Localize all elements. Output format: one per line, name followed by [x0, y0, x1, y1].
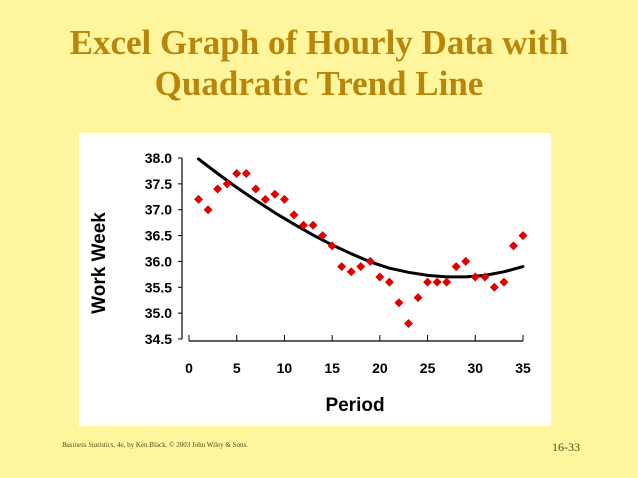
- quadratic-trend-line: [197, 157, 525, 279]
- data-points: [194, 169, 528, 328]
- y-tick-label: 37.0: [145, 202, 172, 218]
- x-tick-label: 0: [185, 360, 193, 376]
- data-point-diamond: [489, 282, 499, 292]
- y-tick-label: 35.5: [145, 279, 172, 295]
- data-point-diamond: [470, 272, 480, 282]
- data-point-diamond: [375, 272, 385, 282]
- x-tick-label: 20: [372, 360, 388, 376]
- x-axis-label: Period: [325, 395, 384, 416]
- chart-panel: 38.0 37.5 37.0 36.5 36.0 35.5 35.0 34.5 0 5 10 15 20…: [79, 133, 551, 426]
- data-point-diamond: [318, 231, 328, 241]
- data-point-diamond: [279, 194, 289, 204]
- x-tick-label: 15: [324, 360, 340, 376]
- data-point-diamond: [299, 220, 309, 230]
- data-point-diamond: [413, 293, 423, 303]
- data-point-diamond: [499, 277, 509, 287]
- data-point-diamond: [337, 262, 347, 272]
- chart-axes: 38.0 37.5 37.0 36.5 36.0 35.5 35.0 34.5 0 5 10 15 20…: [145, 150, 531, 376]
- data-point-diamond: [423, 277, 433, 287]
- y-tick-label: 36.5: [145, 228, 172, 244]
- data-point-diamond: [508, 241, 518, 251]
- data-point-diamond: [213, 184, 223, 194]
- data-point-diamond: [432, 277, 442, 287]
- slide-title-line2: Quadratic Trend Line: [154, 64, 484, 103]
- slide-title: Excel Graph of Hourly Data with Quadrati…: [0, 22, 638, 104]
- x-tick-label: 10: [277, 360, 293, 376]
- data-point-diamond: [346, 267, 356, 277]
- data-point-diamond: [203, 205, 213, 215]
- slide-number: 16-33: [552, 440, 580, 454]
- x-tick-label: 35: [515, 360, 531, 376]
- data-point-diamond: [260, 194, 270, 204]
- data-point-diamond: [461, 256, 471, 266]
- y-tick-label: 37.5: [145, 176, 172, 192]
- data-point-diamond: [394, 298, 404, 308]
- data-point-diamond: [384, 277, 394, 287]
- x-tick-label: 30: [467, 360, 483, 376]
- footer-book-title: Business Statistics: [62, 441, 114, 449]
- y-tick-label: 36.0: [145, 253, 172, 269]
- footer-citation: Business Statistics, 4e, by Ken Black. ©…: [62, 441, 248, 449]
- data-point-diamond: [403, 318, 413, 328]
- data-point-diamond: [289, 210, 299, 220]
- data-point-diamond: [442, 277, 452, 287]
- data-point-diamond: [451, 262, 461, 272]
- data-point-diamond: [356, 262, 366, 272]
- data-point-diamond: [251, 184, 261, 194]
- data-point-diamond: [270, 189, 280, 199]
- y-tick-label: 38.0: [145, 150, 172, 166]
- data-point-diamond: [365, 256, 375, 266]
- y-tick-label: 34.5: [145, 331, 172, 347]
- trend-line-group: [197, 157, 525, 279]
- y-axis-label: Work Week: [89, 212, 110, 314]
- x-tick-label: 5: [233, 360, 241, 376]
- footer-citation-rest: , 4e, by Ken Black. © 2003 John Wiley & …: [113, 441, 248, 449]
- x-tick-label: 25: [420, 360, 436, 376]
- data-point-diamond: [241, 169, 251, 179]
- data-point-diamond: [222, 179, 232, 189]
- data-point-diamond: [518, 231, 528, 241]
- data-point-diamond: [480, 272, 490, 282]
- data-point-diamond: [327, 241, 337, 251]
- y-tick-label: 35.0: [145, 305, 172, 321]
- slide-title-line1: Excel Graph of Hourly Data with: [69, 23, 569, 62]
- data-point-diamond: [308, 220, 318, 230]
- data-point-diamond: [194, 194, 204, 204]
- scatter-chart: 38.0 37.5 37.0 36.5 36.0 35.5 35.0 34.5 0 5 10 15 20…: [89, 150, 531, 416]
- data-point-diamond: [232, 169, 242, 179]
